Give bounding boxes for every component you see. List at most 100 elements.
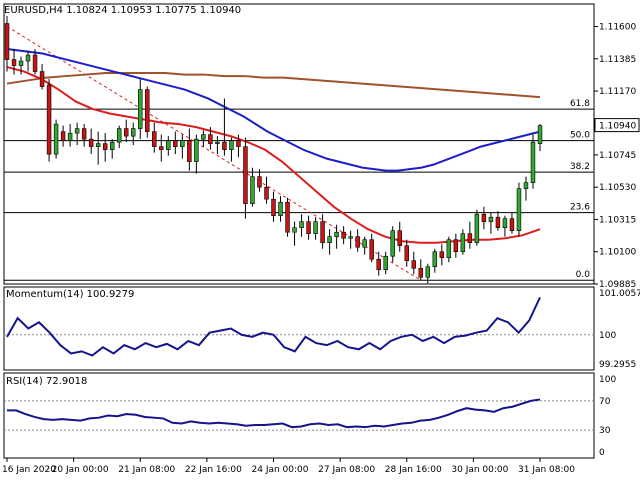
price-pane: 1.11600 1.11385 1.11170 1.10745 1.10530 1.103… xyxy=(3,3,640,459)
candle-body xyxy=(348,236,353,239)
candle-body xyxy=(537,125,543,144)
rsi-tick-label: 100 xyxy=(599,375,616,385)
candle-body xyxy=(109,141,115,150)
current-price-label: 1.10940 xyxy=(599,122,636,132)
time-tick-label: 30 Jan 00:00 xyxy=(451,465,508,475)
candle-body xyxy=(509,218,515,232)
candle-body xyxy=(131,128,136,137)
candle-body xyxy=(334,231,339,238)
candle-body xyxy=(341,231,346,239)
candle-body xyxy=(222,141,227,150)
candle-body xyxy=(18,60,24,66)
candle-body xyxy=(299,221,304,228)
momentum-title: Momentum(14) 100.9279 xyxy=(6,289,134,300)
candle-body xyxy=(474,213,480,244)
price-tick-label: 1.10100 xyxy=(599,248,636,258)
rsi-line xyxy=(7,398,541,429)
candle-body xyxy=(292,227,297,233)
candle-body xyxy=(523,182,529,189)
momentum-tick-label: 99.2955 xyxy=(599,360,636,370)
candle-body xyxy=(404,245,409,262)
price-tick-label: 1.10745 xyxy=(599,151,636,161)
candle-body xyxy=(243,146,248,204)
candle-body xyxy=(215,141,220,144)
candle-body xyxy=(229,140,234,150)
rsi-tick-label: 0 xyxy=(599,448,605,458)
candle-body xyxy=(425,266,431,278)
candle-body xyxy=(194,138,199,162)
candle-body xyxy=(67,132,73,141)
candle-body xyxy=(264,186,269,200)
candle-body xyxy=(11,59,17,66)
candle-body xyxy=(453,239,459,253)
rsi-title: RSI(14) 72.9018 xyxy=(6,376,87,387)
candle-body xyxy=(180,140,185,147)
rsi-tick-label: 70 xyxy=(599,397,611,407)
candle-body xyxy=(446,239,452,259)
candle-body xyxy=(123,128,129,137)
candle-body xyxy=(397,230,402,247)
candle-body xyxy=(25,54,31,62)
sma-20-line xyxy=(6,66,541,244)
candle-body xyxy=(39,71,45,87)
candle-body xyxy=(208,134,213,144)
momentum-tick-label: 100 xyxy=(599,331,616,341)
pane-frame-0 xyxy=(3,3,595,285)
time-tick-label: 20 Jan 00:00 xyxy=(52,465,109,475)
candle-body xyxy=(32,54,38,72)
candle-body xyxy=(102,143,108,150)
candle-body xyxy=(432,251,438,268)
price-tick-label: 1.11170 xyxy=(599,87,636,97)
candle-body xyxy=(145,89,150,132)
time-tick-label: 16 Jan 2020 xyxy=(2,465,56,475)
candle-body xyxy=(53,123,59,155)
candle-body xyxy=(159,146,164,150)
price-tick-label: 1.09885 xyxy=(599,280,636,290)
candle-body xyxy=(376,258,381,271)
candle-body xyxy=(88,138,94,147)
candle-body xyxy=(530,141,536,183)
time-tick-label: 21 Jan 08:00 xyxy=(118,465,175,475)
candle-body xyxy=(236,140,241,147)
candle-body xyxy=(411,260,416,269)
candle-body xyxy=(201,134,206,140)
candle-body xyxy=(152,131,157,147)
current-price-tag xyxy=(594,118,640,133)
candle-body xyxy=(481,213,487,222)
price-tick-label: 1.11385 xyxy=(599,55,636,65)
candle-body xyxy=(362,239,367,248)
candle-body xyxy=(4,23,10,60)
candle-body xyxy=(516,188,522,232)
fib-level-label: 38.2 xyxy=(570,162,590,172)
candle-body xyxy=(306,221,311,235)
candle-body xyxy=(460,233,466,253)
candle-body xyxy=(173,140,178,147)
time-tick-label: 28 Jan 16:00 xyxy=(385,465,442,475)
candle-body xyxy=(418,267,424,278)
candle-body xyxy=(285,201,290,233)
price-tick-label: 1.10530 xyxy=(599,183,636,193)
candle-body xyxy=(187,140,192,162)
candle-body xyxy=(313,221,318,235)
pane-frame-2 xyxy=(3,372,595,459)
pane-frame-1 xyxy=(3,286,595,371)
candle-body xyxy=(355,236,360,248)
momentum-pane: 101.0057 100 99.2955 xyxy=(4,289,640,370)
momentum-tick-label: 101.0057 xyxy=(599,289,640,299)
candle-body xyxy=(138,89,143,129)
candle-body xyxy=(495,216,501,228)
price-tick-label: 1.10315 xyxy=(599,215,636,225)
rsi-tick-label: 30 xyxy=(599,426,611,436)
fib-level-label: 23.6 xyxy=(570,203,590,213)
time-tick-label: 27 Jan 08:00 xyxy=(318,465,375,475)
candle-body xyxy=(60,131,66,141)
candle-body xyxy=(81,128,87,140)
candle-body xyxy=(46,84,52,155)
price-tick-label: 1.11600 xyxy=(599,23,636,33)
candle-body xyxy=(390,230,395,257)
candle-body xyxy=(383,255,388,271)
candle-body xyxy=(439,251,445,259)
sma-100-line xyxy=(6,48,541,172)
fib-level-label: 0.0 xyxy=(576,270,591,280)
